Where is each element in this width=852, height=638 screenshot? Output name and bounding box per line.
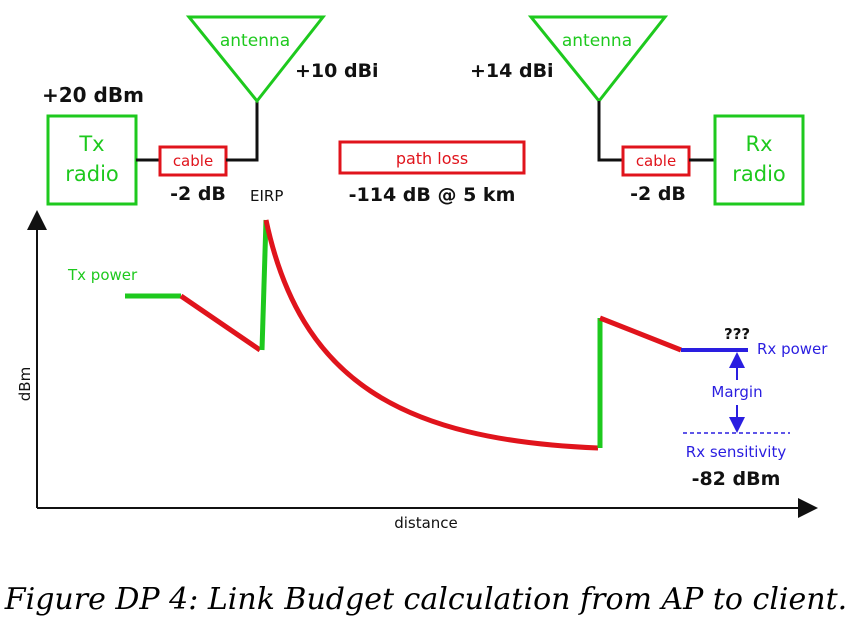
- y-axis-label: dBm: [16, 367, 34, 401]
- tx-radio-label-1: Tx: [78, 132, 104, 156]
- rx-radio-label-2: radio: [732, 162, 786, 186]
- path-loss-value: -114 dB @ 5 km: [349, 184, 516, 206]
- tx-power-value: +20 dBm: [42, 83, 144, 107]
- path-loss-box: [338, 140, 526, 175]
- rx-sensitivity-value: -82 dBm: [692, 468, 781, 490]
- tx-radio-box: [46, 114, 138, 206]
- link-budget-diagram: +20 dBm Tx radio cable -2 dB antenna +10…: [16, 15, 828, 532]
- tx-antenna-gain-segment: [259, 219, 269, 351]
- eirp-label: EIRP: [250, 187, 283, 205]
- tx-radio-label-2: radio: [65, 162, 119, 186]
- rx-antenna-gain: +14 dBi: [470, 60, 554, 82]
- rx-cable-loss: -2 dB: [630, 183, 686, 205]
- unknown-marker: ???: [724, 325, 750, 343]
- rx-sensitivity-label: Rx sensitivity: [686, 443, 787, 461]
- tx-cable-loss-segment: [179, 293, 262, 353]
- path-loss-label: path loss: [396, 149, 468, 168]
- tx-antenna-icon: [185, 15, 327, 104]
- rx-radio-box: [713, 114, 805, 206]
- tx-cable-label: cable: [173, 152, 213, 170]
- rx-radio-label-1: Rx: [745, 132, 772, 156]
- rx-power-label: Rx power: [757, 340, 828, 358]
- tx-cable-loss: -2 dB: [170, 183, 226, 205]
- tx-wire-cable-antenna: [226, 101, 259, 162]
- x-axis-label: distance: [394, 514, 458, 532]
- figure-caption: Figure DP 4: Link Budget calculation fro…: [4, 582, 848, 617]
- rx-wire-antenna-cable: [597, 101, 623, 162]
- path-loss-curve: [263, 219, 599, 451]
- margin-label: Margin: [711, 383, 762, 401]
- tx-antenna-gain: +10 dBi: [295, 60, 379, 82]
- rx-cable-loss-segment: [599, 315, 682, 353]
- rx-cable-label: cable: [636, 152, 676, 170]
- rx-antenna-icon: [527, 15, 669, 104]
- tx-power-label: Tx power: [67, 266, 138, 284]
- rx-antenna-label: antenna: [562, 31, 632, 51]
- tx-antenna-label: antenna: [220, 31, 290, 51]
